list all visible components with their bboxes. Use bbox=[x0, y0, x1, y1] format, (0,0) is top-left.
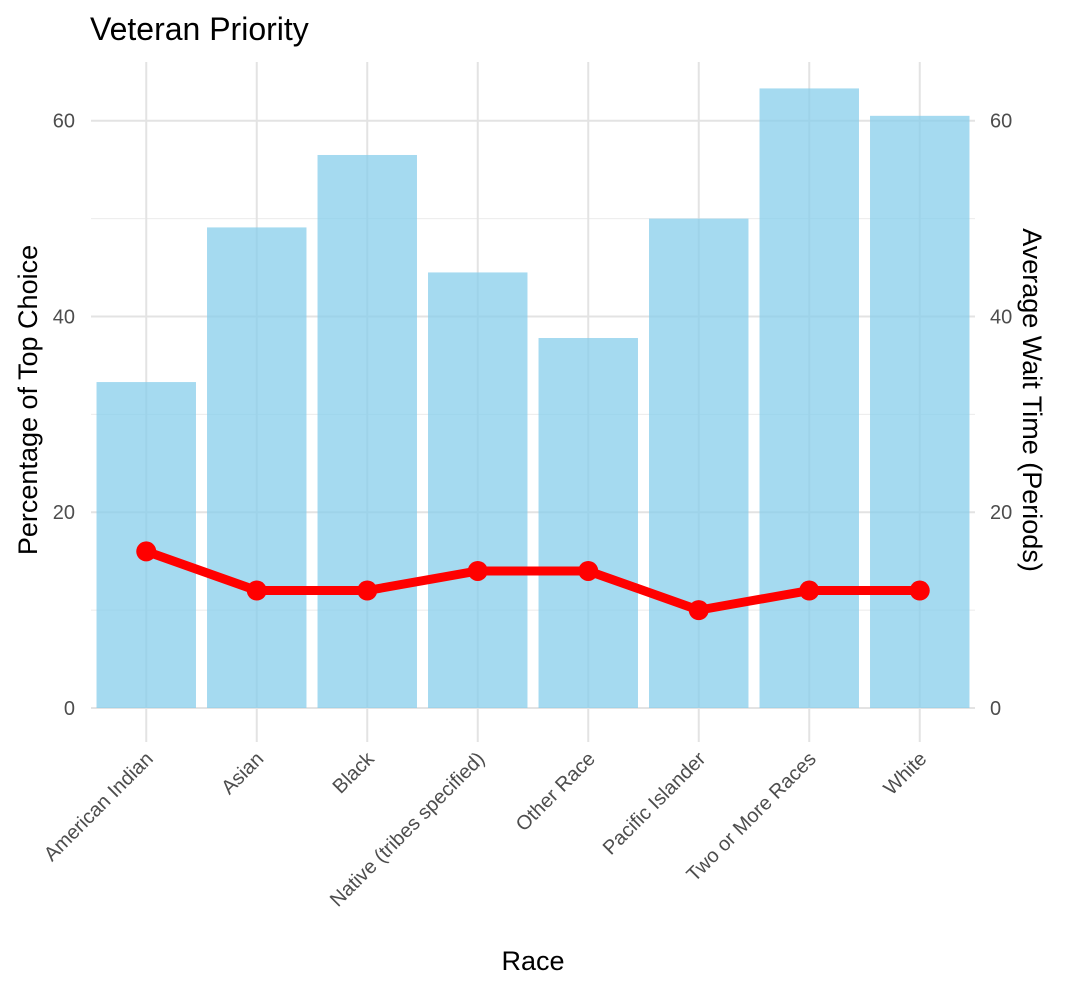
y-tick-label: 0 bbox=[64, 698, 75, 720]
y-tick-label: 60 bbox=[53, 111, 75, 133]
bar bbox=[870, 115, 970, 709]
x-axis-title: Race bbox=[501, 946, 564, 976]
bar bbox=[538, 338, 638, 708]
x-tick-label: White bbox=[880, 748, 932, 800]
x-tick-label: American Indian bbox=[40, 748, 158, 866]
right-axis-ticks: 0 20 40 60 bbox=[990, 111, 1012, 720]
wait-time-point bbox=[909, 580, 930, 601]
wait-time-line bbox=[136, 541, 930, 621]
y2-tick-label: 60 bbox=[990, 111, 1012, 133]
x-tick-label: Black bbox=[329, 747, 380, 798]
wait-time-point bbox=[246, 580, 267, 601]
wait-time-point bbox=[799, 580, 820, 601]
x-tick-label: Other Race bbox=[512, 748, 600, 836]
y2-tick-label: 0 bbox=[990, 698, 1001, 720]
x-tick-label: Asian bbox=[217, 748, 268, 799]
bar bbox=[649, 218, 749, 708]
y-axis-title: Percentage of Top Choice bbox=[13, 245, 43, 555]
wait-time-point bbox=[467, 560, 488, 581]
y-tick-label: 40 bbox=[53, 306, 75, 328]
wait-time-point bbox=[578, 560, 599, 581]
y-tick-label: 20 bbox=[53, 502, 75, 524]
left-axis-ticks: 0 20 40 60 bbox=[53, 111, 75, 720]
wait-time-point bbox=[688, 600, 709, 621]
bar bbox=[759, 88, 859, 709]
bar bbox=[428, 272, 528, 708]
bar bbox=[207, 227, 307, 708]
x-tick-label: Pacific Islander bbox=[599, 748, 711, 860]
y2-tick-label: 40 bbox=[990, 306, 1012, 328]
bars bbox=[96, 88, 970, 709]
y2-axis-title: Average Wait Time (Periods) bbox=[1017, 228, 1047, 572]
wait-time-point bbox=[357, 580, 378, 601]
chart-title: Veteran Priority bbox=[90, 11, 309, 47]
wait-time-point bbox=[136, 541, 157, 562]
bar bbox=[317, 154, 417, 708]
y2-tick-label: 20 bbox=[990, 502, 1012, 524]
wait-time-line-path bbox=[141, 546, 925, 615]
